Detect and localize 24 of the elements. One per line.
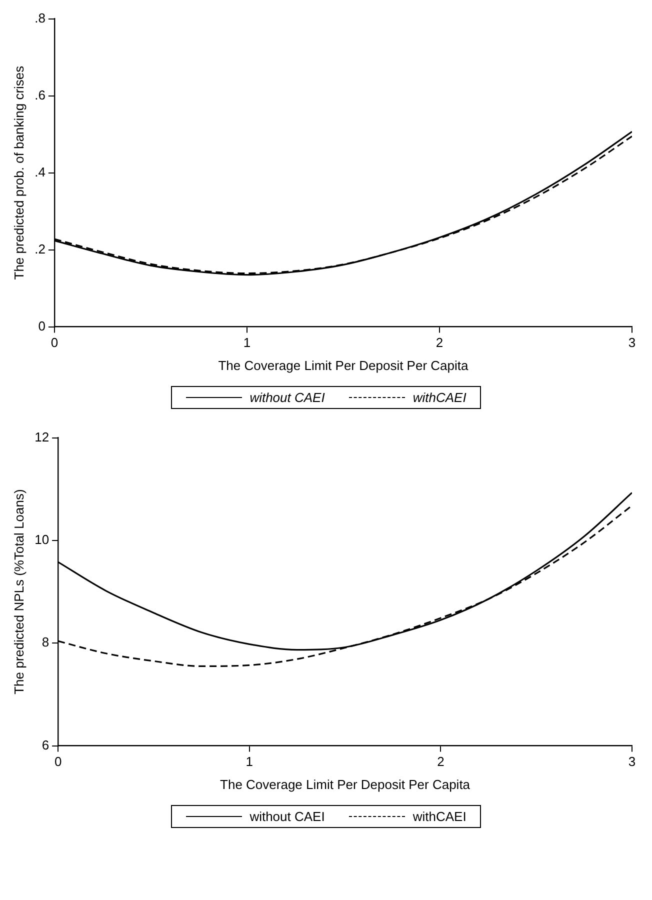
x-tick-label: 3 xyxy=(628,335,636,350)
y-tick-label: 0 xyxy=(38,318,46,334)
y-tick-label: .6 xyxy=(34,87,46,102)
x-tick-label: 0 xyxy=(54,754,62,770)
x-tick-label: 1 xyxy=(246,754,253,770)
y-tick-label: 6 xyxy=(42,737,50,752)
x-axis-title: The Coverage Limit Per Deposit Per Capita xyxy=(218,358,469,373)
y-axis-title: The predicted prob. of banking crises xyxy=(11,65,26,280)
y-tick-label: .2 xyxy=(34,241,46,256)
x-tick-label: 2 xyxy=(436,335,444,350)
x-axis-title: The Coverage Limit Per Deposit Per Capita xyxy=(220,776,471,792)
x-tick-label: 2 xyxy=(437,754,444,770)
y-axis-title: The predicted NPLs (%Total Loans) xyxy=(11,489,26,694)
legend-label: withCAEI xyxy=(412,390,466,405)
y-tick-label: .4 xyxy=(34,164,46,180)
legend-label: withCAEI xyxy=(412,809,466,824)
x-tick-label: 3 xyxy=(628,754,636,770)
y-tick-label: 12 xyxy=(34,429,50,444)
y-tick-label: .8 xyxy=(34,10,46,26)
y-tick-label: 8 xyxy=(42,634,50,650)
legend-label: without CAEI xyxy=(250,809,325,824)
y-tick-label: 10 xyxy=(34,532,50,548)
x-tick-label: 1 xyxy=(243,335,251,350)
legend-label: without CAEI xyxy=(250,390,325,405)
